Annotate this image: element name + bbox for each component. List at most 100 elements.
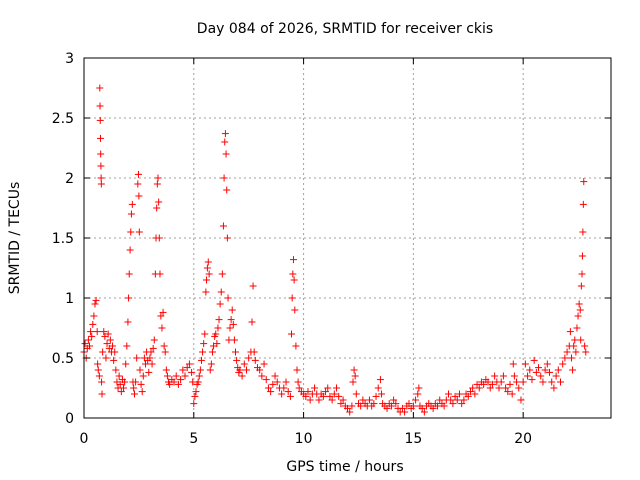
data-point: [455, 390, 463, 398]
data-point: [98, 378, 106, 386]
data-point: [556, 378, 564, 386]
data-point: [528, 376, 536, 384]
data-point: [188, 368, 196, 376]
data-point: [278, 390, 286, 398]
data-point: [148, 360, 156, 368]
data-point: [574, 312, 582, 320]
data-point: [128, 200, 136, 208]
data-point: [543, 360, 551, 368]
data-points: [80, 84, 590, 416]
data-point: [412, 396, 420, 404]
data-point: [572, 348, 580, 356]
data-point: [445, 390, 453, 398]
data-point: [471, 390, 479, 398]
data-point: [96, 84, 104, 92]
data-point: [245, 354, 253, 362]
x-tick-label: 10: [295, 431, 313, 447]
data-point: [271, 372, 279, 380]
data-point: [156, 270, 164, 278]
data-point: [453, 396, 461, 404]
data-point: [149, 344, 157, 352]
data-point: [203, 276, 211, 284]
data-point: [98, 390, 106, 398]
data-point: [577, 282, 585, 290]
data-point: [219, 222, 227, 230]
data-point: [130, 384, 138, 392]
data-point: [322, 388, 330, 396]
data-point: [517, 396, 525, 404]
data-point: [212, 330, 220, 338]
data-point: [497, 378, 505, 386]
data-point: [97, 180, 105, 188]
data-point: [328, 396, 336, 404]
data-point: [132, 378, 140, 386]
data-point: [122, 360, 130, 368]
data-point: [95, 372, 103, 380]
data-point: [289, 270, 297, 278]
data-point: [161, 348, 169, 356]
data-point: [194, 378, 202, 386]
data-point: [575, 300, 583, 308]
data-point: [202, 288, 210, 296]
data-point: [111, 348, 119, 356]
data-point: [158, 324, 166, 332]
data-point: [97, 174, 105, 182]
data-point: [409, 402, 417, 410]
data-point: [398, 404, 406, 412]
y-tick-label: 2.5: [52, 111, 74, 127]
data-point: [473, 380, 481, 388]
data-point: [109, 342, 117, 350]
data-point: [249, 282, 257, 290]
data-point: [177, 376, 185, 384]
data-point: [197, 356, 205, 364]
data-point: [513, 378, 521, 386]
data-point: [418, 404, 426, 412]
data-point: [291, 306, 299, 314]
data-point: [387, 402, 395, 410]
data-point: [292, 342, 300, 350]
data-point: [155, 234, 163, 242]
data-point: [414, 390, 422, 398]
data-point: [91, 300, 99, 308]
data-point: [475, 384, 483, 392]
data-point: [579, 228, 587, 236]
data-point: [224, 294, 232, 302]
data-point: [185, 360, 193, 368]
data-point: [447, 396, 455, 404]
data-point: [221, 130, 229, 138]
data-point: [521, 360, 529, 368]
data-point: [357, 402, 365, 410]
data-point: [199, 348, 207, 356]
plot-frame: [83, 57, 612, 419]
y-tick-label: 1.5: [52, 231, 74, 247]
data-point: [181, 372, 189, 380]
data-point: [96, 102, 104, 110]
data-point: [94, 360, 102, 368]
data-point: [141, 360, 149, 368]
data-point: [112, 366, 120, 374]
data-point: [131, 390, 139, 398]
data-point: [120, 384, 128, 392]
data-point: [508, 390, 516, 398]
data-point: [552, 372, 560, 380]
data-point: [284, 388, 292, 396]
data-point: [166, 380, 174, 388]
data-point: [85, 342, 93, 350]
data-point: [288, 330, 296, 338]
data-point: [548, 378, 556, 386]
y-axis-label: SRMTID / TECUs: [7, 182, 23, 295]
data-point: [352, 390, 360, 398]
data-point: [96, 134, 104, 142]
data-point: [365, 396, 373, 404]
data-point: [145, 368, 153, 376]
data-point: [110, 356, 118, 364]
data-point: [97, 162, 105, 170]
data-point: [526, 366, 534, 374]
data-point: [429, 404, 437, 412]
data-point: [90, 312, 98, 320]
data-point: [293, 366, 301, 374]
data-point: [87, 328, 95, 336]
data-point: [89, 320, 97, 328]
data-point: [506, 380, 514, 388]
data-point: [218, 270, 226, 278]
